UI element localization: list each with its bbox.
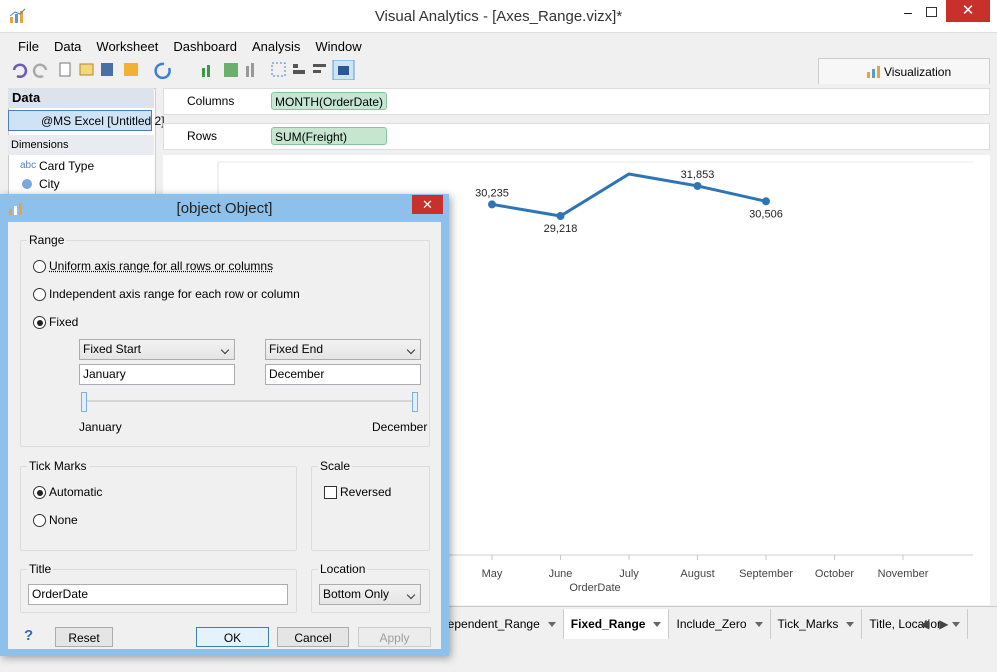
start-input[interactable]: January	[79, 364, 235, 385]
field[interactable]: Card Type	[39, 159, 95, 173]
dimensions-header: Dimensions	[8, 135, 154, 155]
value-label: 31,853	[681, 169, 715, 181]
dialog-body	[8, 222, 441, 649]
x-tick-label: June	[549, 568, 573, 580]
menu-item[interactable]: Window	[315, 39, 362, 54]
group-label: Scale	[318, 459, 353, 473]
menu-item[interactable]: Worksheet	[96, 39, 159, 54]
menu-bar: File Data Worksheet Dashboard Analysis Window	[18, 39, 362, 54]
window-title: Visual Analytics - [Axes_Range.vizx]*	[374, 8, 623, 25]
slider-label: December	[372, 420, 428, 434]
cancel-button[interactable]: Cancel	[277, 627, 349, 647]
menu-item[interactable]: Data	[53, 39, 82, 54]
data-point	[693, 181, 702, 190]
data-point	[556, 212, 565, 220]
data-point	[762, 197, 770, 206]
toolbar	[12, 60, 355, 80]
data-source[interactable]: @MS Excel [Untitled 2]	[8, 110, 165, 131]
radio-label[interactable]: Fixed	[49, 315, 79, 329]
menu-item[interactable]: Dashboard	[173, 39, 237, 54]
close-button[interactable]: ✕	[946, 0, 990, 22]
minimize-button[interactable]: –	[904, 4, 912, 20]
ok-button[interactable]: OK	[196, 627, 269, 647]
radio-label[interactable]: Independent axis range for each row or c…	[49, 287, 300, 301]
sheet-tab[interactable]: Tick_Marks	[771, 609, 863, 639]
radio[interactable]	[33, 260, 46, 273]
end-mode-select[interactable]: Fixed End	[265, 339, 421, 360]
field[interactable]: City	[39, 177, 60, 191]
value-label: 30,506	[749, 208, 783, 220]
end-input[interactable]: December	[265, 364, 421, 385]
side-tab[interactable]	[818, 58, 990, 84]
title-input[interactable]: OrderDate	[28, 584, 288, 605]
sheet-tab[interactable]: Title, Location	[862, 609, 968, 639]
group-label: Title	[27, 562, 54, 576]
value-label: 30,235	[475, 187, 509, 199]
checkbox-label[interactable]: Reversed	[340, 485, 392, 499]
dialog-icon	[9, 203, 22, 215]
range-group: Range	[20, 233, 430, 447]
slider-label: January	[79, 420, 122, 434]
sheet-tab[interactable]: Include_Zero	[669, 609, 771, 639]
shelf-pill[interactable]: SUM(Freight)	[271, 127, 387, 145]
x-tick-label: October	[815, 568, 854, 580]
dialog-close[interactable]: ✕	[412, 195, 443, 214]
x-tick-label: May	[482, 568, 503, 580]
reset-button[interactable]: Reset	[55, 627, 113, 647]
radio[interactable]	[33, 486, 46, 499]
slider-track	[84, 400, 414, 402]
location-group: Location	[311, 562, 430, 613]
group-label: Range	[27, 233, 67, 247]
sheet-tabs: Independent_Range Fixed_Range Include_Zero…	[424, 609, 968, 639]
data-line	[491, 172, 767, 218]
x-tick-label: July	[619, 568, 639, 580]
field-icon: abc	[20, 160, 37, 171]
app-icon	[9, 8, 26, 23]
radio-label[interactable]: Uniform axis range for all rows or colum…	[49, 259, 274, 273]
slider-handle[interactable]	[412, 392, 418, 412]
location-select[interactable]: Bottom Only	[319, 584, 421, 605]
menu-item[interactable]: Analysis	[251, 39, 301, 54]
x-tick-label: August	[680, 568, 714, 580]
tick-marks-group: Tick Marks	[20, 459, 297, 551]
side-tab-label[interactable]: Visualization	[884, 65, 952, 79]
shelf-label: Rows	[187, 129, 218, 143]
slider-handle[interactable]	[81, 392, 87, 412]
sheet-tab[interactable]: Fixed_Range	[563, 609, 670, 639]
radio-label[interactable]: Automatic	[49, 485, 103, 499]
start-mode-select[interactable]: Fixed Start	[79, 339, 235, 360]
radio-label[interactable]: None	[49, 513, 78, 527]
radio[interactable]	[33, 288, 46, 301]
shelf-label: Columns	[187, 94, 235, 108]
radio[interactable]	[33, 316, 46, 329]
menu-item[interactable]: File	[18, 39, 39, 54]
dialog-title: [object Object]	[176, 200, 273, 217]
field-icon	[22, 179, 32, 189]
help-button[interactable]: ?	[24, 627, 34, 644]
apply-button[interactable]: Apply	[358, 627, 431, 647]
group-label: Tick Marks	[27, 459, 89, 473]
radio[interactable]	[33, 514, 46, 527]
title-group: Title	[20, 562, 297, 613]
title-bar	[0, 0, 997, 33]
data-point	[488, 200, 496, 209]
maximize-button[interactable]	[926, 7, 937, 17]
value-label: 29,218	[544, 223, 578, 235]
tab-scroll[interactable]: ◀ ▶	[920, 617, 949, 631]
x-tick-label: September	[739, 568, 793, 580]
group-label: Location	[318, 562, 368, 576]
x-tick-label: November	[878, 568, 929, 580]
checkbox[interactable]	[324, 486, 337, 499]
side-tab-icon	[867, 66, 880, 78]
data-pane-header: Data	[8, 88, 154, 108]
scale-group: Scale	[311, 459, 430, 551]
x-axis-title: OrderDate	[569, 582, 620, 594]
shelf-pill[interactable]: MONTH(OrderDate)	[271, 92, 387, 110]
